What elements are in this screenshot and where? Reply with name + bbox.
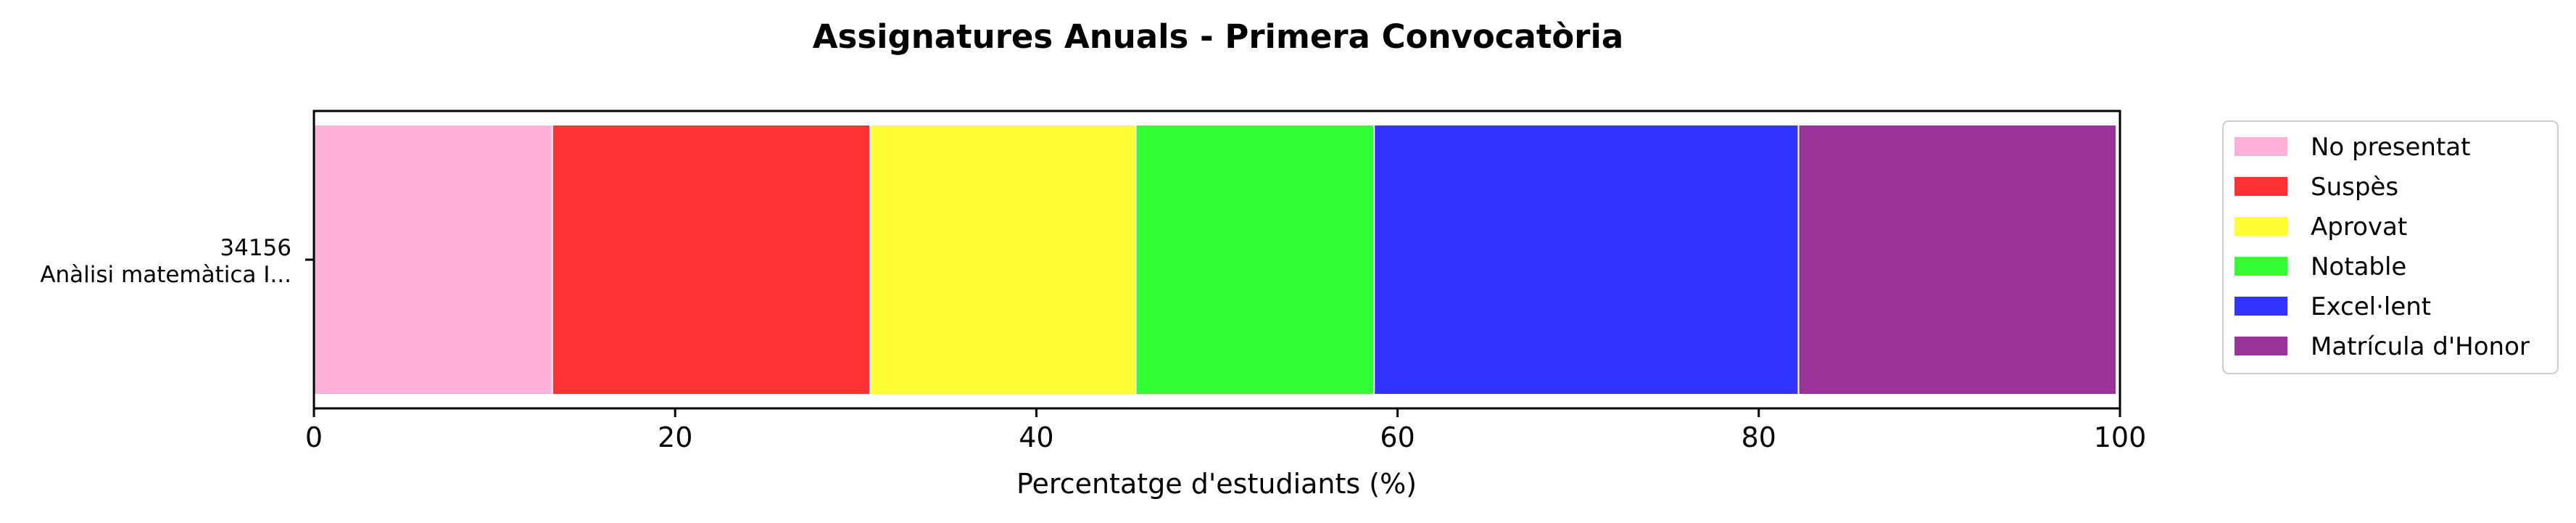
bar-segment-3	[1135, 124, 1375, 395]
x-tick-label-60: 60	[1380, 421, 1415, 453]
plot-frame	[312, 110, 2121, 410]
legend-label-3: Notable	[2311, 252, 2406, 281]
legend-box	[2222, 120, 2559, 374]
bars-layer	[313, 124, 2118, 395]
x-tick-label-80: 80	[1742, 421, 1776, 453]
x-axis-label: Percentatge d'estudiants (%)	[1016, 468, 1417, 500]
bar-segment-4	[1373, 124, 1800, 395]
legend-swatch-0	[2235, 137, 2287, 156]
legend-label-2: Aprovat	[2311, 213, 2407, 242]
x-axis: 0 20 40 60 80 100	[305, 408, 2146, 453]
y-category-code: 34156	[220, 235, 291, 261]
x-tick-label-20: 20	[658, 421, 692, 453]
legend-swatch-3	[2235, 257, 2287, 276]
legend-swatch-2	[2235, 217, 2287, 236]
x-tick-label-40: 40	[1019, 421, 1053, 453]
chart-title: Assignatures Anuals - Primera Convocatòr…	[813, 17, 1624, 56]
legend: No presentat Suspès Aprovat Notable Excel·le…	[2222, 120, 2559, 374]
legend-swatch-1	[2235, 177, 2287, 196]
x-tick-label-0: 0	[305, 421, 323, 453]
legend-swatch-4	[2235, 297, 2287, 316]
legend-label-5: Matrícula d'Honor	[2311, 332, 2530, 361]
y-category-name: Anàlisi matemàtica I...	[40, 262, 291, 288]
legend-label-4: Excel·lent	[2311, 292, 2431, 321]
x-tick-label-100: 100	[2094, 421, 2147, 453]
bar-segment-2	[869, 124, 1137, 395]
legend-swatch-5	[2235, 337, 2287, 355]
bar-segment-0	[313, 124, 553, 395]
legend-label-0: No presentat	[2311, 133, 2470, 162]
legend-label-1: Suspès	[2311, 173, 2398, 202]
bar-segment-5	[1797, 124, 2118, 395]
bar-segment-1	[551, 124, 871, 395]
